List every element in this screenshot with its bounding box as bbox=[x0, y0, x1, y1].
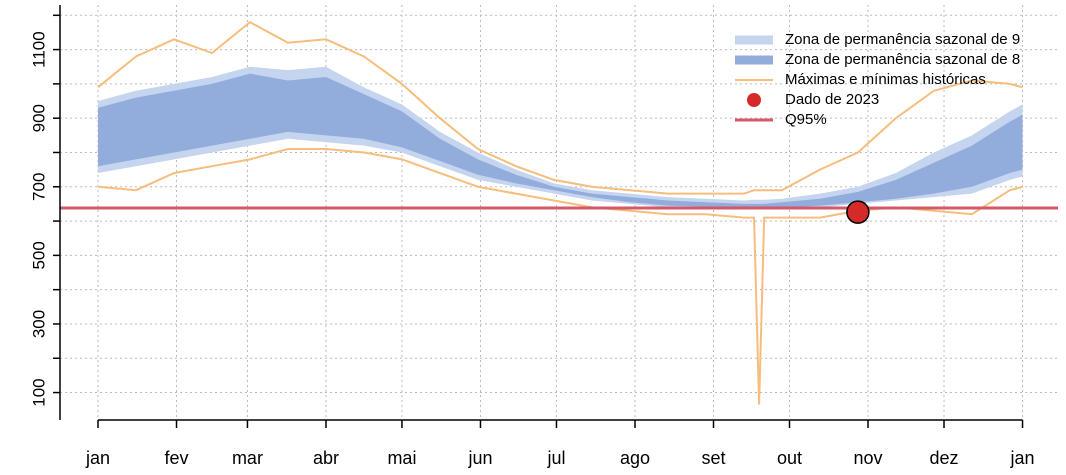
history-line bbox=[97, 20, 1023, 195]
x-tick-label: nov bbox=[854, 448, 883, 468]
history-line bbox=[97, 148, 1023, 405]
x-tick-label: abr bbox=[313, 448, 339, 468]
data-point bbox=[846, 200, 870, 224]
legend-label: Dado de 2023 bbox=[785, 91, 879, 108]
x-tick-label: mar bbox=[232, 448, 263, 468]
legend-label: Zona de permanência sazonal de 8 bbox=[785, 51, 1020, 68]
x-tick-label: mai bbox=[387, 448, 416, 468]
y-tick-label: 700 bbox=[29, 173, 48, 201]
x-tick-label: jan bbox=[1010, 448, 1035, 468]
y-tick-label: 500 bbox=[29, 241, 48, 269]
x-tick-label: ago bbox=[620, 448, 650, 468]
x-tick-label: dez bbox=[929, 448, 958, 468]
x-tick-label: out bbox=[777, 448, 802, 468]
y-tick-label: 100 bbox=[29, 378, 48, 406]
legend-swatch bbox=[747, 93, 761, 107]
legend-label: Q95% bbox=[785, 111, 827, 128]
legend-label: Máximas e mínimas históricas bbox=[785, 71, 986, 88]
legend-label: Zona de permanência sazonal de 9 bbox=[785, 31, 1020, 48]
x-tick-label: set bbox=[702, 448, 726, 468]
x-tick-label: fev bbox=[165, 448, 189, 468]
x-tick-label: jan bbox=[85, 448, 110, 468]
plot-marks bbox=[60, 20, 1058, 405]
y-tick-label: 900 bbox=[29, 104, 48, 132]
legend: Zona de permanência sazonal de 9 Zona de … bbox=[735, 31, 1020, 128]
y-tick-label: 1100 bbox=[29, 31, 48, 68]
x-tick-label: jul bbox=[546, 448, 565, 468]
band bbox=[97, 73, 1023, 209]
x-tick-label: jun bbox=[467, 448, 492, 468]
axes: jan fev mar abr mai jun jul ago set out nov dez jan 1… bbox=[29, 5, 1035, 468]
y-tick-label: 300 bbox=[29, 310, 48, 338]
